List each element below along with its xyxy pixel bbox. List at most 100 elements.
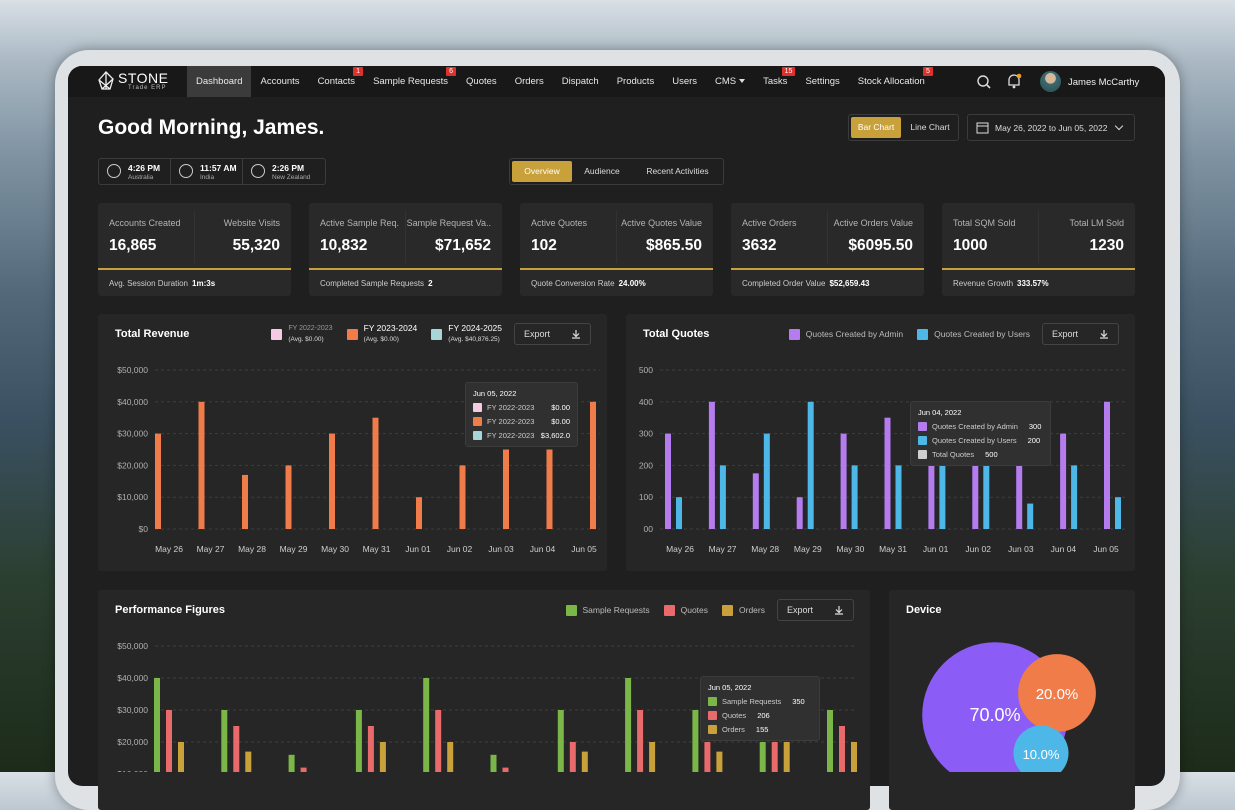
tab[interactable]: Overview — [512, 161, 572, 182]
tab[interactable]: Recent Activities — [646, 166, 709, 176]
nav-label: Dashboard — [196, 76, 243, 87]
legend-item[interactable]: Sample Requests — [565, 604, 650, 616]
tooltip-label: Orders — [722, 725, 745, 734]
stat-card: Active Quotes 102 Active Quotes Value $865.… — [520, 203, 713, 296]
tooltip-row: Orders 155 — [708, 725, 812, 734]
card-divider — [616, 211, 617, 263]
tooltip-label: Quotes Created by Users — [932, 436, 1017, 445]
tooltip-row: Quotes 206 — [708, 711, 812, 720]
nav-label: Contacts — [317, 76, 356, 87]
calendar-icon — [976, 122, 989, 134]
legend-item[interactable]: FY 2024-2025 (Avg. $40,876.25) — [431, 323, 502, 345]
nav-item[interactable]: Sample Requests 6 — [364, 66, 457, 97]
stat-label: Total SQM Sold — [953, 218, 1016, 228]
nav-item[interactable]: Orders — [506, 66, 553, 97]
download-icon — [1100, 330, 1108, 339]
nav-item[interactable]: Accounts — [251, 66, 308, 97]
tooltip-label: Quotes Created by Admin — [932, 422, 1018, 431]
gold-rule — [942, 268, 1135, 270]
legend-label: FY 2023-2024 — [363, 323, 418, 333]
toggle-option[interactable]: Bar Chart — [851, 117, 901, 138]
stat-footer: Quote Conversion Rate 24.00% — [531, 279, 646, 288]
tooltip-swatch — [473, 417, 482, 426]
tooltip-value: $3,602.0 — [540, 431, 570, 440]
stat-value: $71,652 — [434, 237, 491, 254]
legend-label: FY 2022-2023 — [288, 325, 333, 332]
legend-item[interactable]: Quotes Created by Users — [917, 328, 1030, 340]
legend-note: (Avg. $40,876.25) — [448, 336, 500, 343]
bell-icon[interactable] — [1005, 72, 1023, 90]
footer-label: Quote Conversion Rate — [531, 279, 615, 288]
toggle-option[interactable]: Line Chart — [910, 122, 950, 132]
tooltip-label: Quotes — [722, 711, 747, 720]
user-name[interactable]: James McCarthy — [1068, 77, 1140, 88]
clock-time: 2:26 PM — [272, 163, 305, 173]
nav-item[interactable]: Dashboard — [187, 66, 252, 97]
tooltip-label: Sample Requests — [722, 697, 782, 706]
avatar[interactable] — [1040, 71, 1061, 92]
stat-footer: Revenue Growth 333.57% — [953, 279, 1049, 288]
export-button[interactable]: Export — [777, 599, 854, 621]
stat-card: Total SQM Sold 1000 Total LM Sold 1230 Reven… — [942, 203, 1135, 296]
tooltip-row: Quotes Created by Admin 300 — [918, 422, 1043, 431]
chart-panel — [626, 314, 1135, 571]
legend-label: FY 2024-2025 — [448, 323, 502, 333]
stat-label: Website Visits — [223, 218, 280, 228]
clock-place: India — [200, 174, 215, 181]
nav-item[interactable]: CMS — [706, 66, 754, 97]
stat-label: Accounts Created — [109, 218, 181, 228]
tooltip-value: 500 — [985, 450, 998, 459]
clock-icon — [107, 164, 121, 178]
nav-item[interactable]: Products — [608, 66, 664, 97]
export-button[interactable]: Export — [514, 323, 591, 345]
clock-place: Australia — [128, 174, 154, 181]
stat-label: Active Quotes — [531, 218, 588, 228]
legend-item[interactable]: Orders — [722, 604, 765, 616]
stat-value: 102 — [531, 237, 557, 254]
view-toggle — [848, 114, 959, 141]
stat-value: 3632 — [742, 237, 777, 254]
export-button[interactable]: Export — [1042, 323, 1119, 345]
card-divider — [1038, 211, 1039, 263]
divider — [242, 158, 243, 185]
nav-label: Accounts — [260, 76, 300, 87]
nav-item[interactable]: Settings — [796, 66, 848, 97]
legend-note: (Avg. $0.00) — [363, 336, 399, 343]
tooltip: Jun 05, 2022 Sample Requests 350 Quotes 206 O… — [700, 676, 820, 741]
legend-label: Quotes Created by Admin — [805, 329, 904, 339]
tooltip-value: 350 — [792, 697, 805, 706]
tooltip-value: 300 — [1028, 422, 1042, 431]
legend-swatch — [431, 328, 443, 340]
stat-card: Accounts Created 16,865 Website Visits 55,3… — [98, 203, 291, 296]
tooltip-label: FY 2022-2023 — [487, 431, 535, 440]
nav-item[interactable]: Contacts 1 — [309, 66, 365, 97]
nav-item[interactable]: Users — [663, 66, 706, 97]
nav-item[interactable]: Dispatch — [553, 66, 608, 97]
legend-text: FY 2022-2023 (Avg. $0.00) — [288, 323, 332, 345]
legend-item[interactable]: Quotes Created by Admin — [788, 328, 904, 340]
tooltip-swatch — [918, 450, 927, 459]
nav-item[interactable]: Quotes — [457, 66, 506, 97]
nav-badge: 5 — [922, 67, 933, 76]
chart-panel — [889, 590, 1135, 810]
legend-item[interactable]: FY 2023-2024 (Avg. $0.00) — [346, 323, 418, 345]
search-icon[interactable] — [976, 74, 992, 90]
legend-swatch — [271, 328, 283, 340]
tooltip-title: Jun 05, 2022 — [708, 683, 752, 692]
legend-item[interactable]: FY 2022-2023 (Avg. $0.00) — [271, 323, 333, 345]
stat-value: 1230 — [1089, 237, 1124, 254]
gold-rule — [731, 268, 924, 270]
chart-title: Device — [906, 604, 942, 616]
tooltip-swatch — [708, 725, 717, 734]
legend-item[interactable]: Quotes — [663, 604, 708, 616]
nav-label: Quotes — [466, 76, 497, 87]
nav-item[interactable]: Stock Allocation 5 — [849, 66, 934, 97]
tooltip-row: Quotes Created by Users 200 — [918, 436, 1043, 445]
date-picker[interactable] — [967, 114, 1135, 141]
stat-card: Active Orders 3632 Active Orders Value $609… — [731, 203, 924, 296]
tab[interactable]: Audience — [584, 166, 620, 176]
nav-item[interactable]: Tasks 15 — [754, 66, 796, 97]
tooltip-row: FY 2022-2023 $0.00 — [473, 417, 570, 426]
tooltip-row: FY 2022-2023 $3,602.0 — [473, 431, 570, 440]
stat-footer: Completed Sample Requests 2 — [320, 279, 433, 288]
